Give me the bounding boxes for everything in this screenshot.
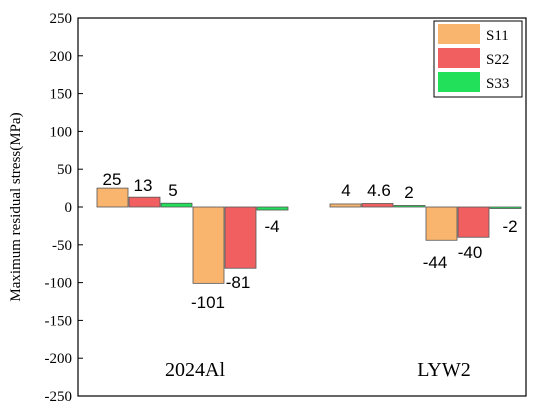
data-label: -44 <box>423 253 448 272</box>
bar-2024al-0 <box>96 187 129 208</box>
y-tick-label: -150 <box>45 313 73 329</box>
category-labels: 2024Al LYW2 <box>165 359 471 381</box>
data-label: 2 <box>404 183 413 202</box>
data-label: 13 <box>134 176 153 195</box>
y-tick-label: 100 <box>50 124 73 140</box>
legend-swatch <box>438 48 480 68</box>
category-label: LYW2 <box>417 359 471 381</box>
bar-lyw2-5 <box>489 206 522 209</box>
plot-frame <box>77 17 527 397</box>
y-tick-label: -50 <box>52 238 72 254</box>
legend-label: S11 <box>486 28 509 44</box>
y-axis-ticks: 250 200 150 100 50 0 -50 -100 -150 -200 -250 <box>45 11 83 405</box>
y-tick-label: 250 <box>50 11 73 27</box>
bar-lyw2-2 <box>393 205 426 208</box>
legend-swatch <box>438 72 480 92</box>
legend-swatch <box>438 24 480 44</box>
bar-lyw2-3 <box>425 206 458 241</box>
data-label: 4 <box>341 181 350 200</box>
data-label: -4 <box>264 217 279 236</box>
y-tick-label: -200 <box>45 351 73 367</box>
y-tick-label: -250 <box>45 389 73 405</box>
bar-lyw2-1 <box>361 203 394 208</box>
data-label: 25 <box>103 170 122 189</box>
bar-2024al-2 <box>160 202 193 208</box>
bar-2024al-4 <box>224 206 257 269</box>
y-tick-label: 200 <box>50 49 73 65</box>
legend: S11 S22 S33 <box>433 20 523 98</box>
data-labels: 25 13 5-101-81-44 4.6 2-44-40-2 <box>103 170 518 312</box>
data-label: 4.6 <box>367 181 391 200</box>
bar-2024al-5 <box>256 206 289 211</box>
legend-label: S22 <box>486 52 509 68</box>
y-tick-label: -100 <box>45 276 73 292</box>
bar-2024al-1 <box>128 196 161 208</box>
data-label: -101 <box>191 293 225 312</box>
y-tick-label: 0 <box>65 200 73 216</box>
data-label: -40 <box>458 243 483 262</box>
legend-label: S33 <box>486 76 509 92</box>
bar-lyw2-4 <box>457 206 490 238</box>
category-label: 2024Al <box>165 359 225 381</box>
bars <box>96 187 522 284</box>
y-tick-label: 150 <box>50 87 73 103</box>
bar-2024al-3 <box>192 206 225 284</box>
y-axis-title: Maximum residual stress(MPa) <box>8 112 24 301</box>
bar-lyw2-0 <box>329 203 362 208</box>
data-label: -81 <box>226 273 251 292</box>
data-label: 5 <box>168 181 177 200</box>
y-tick-label: 50 <box>57 162 72 178</box>
data-label: -2 <box>502 217 517 236</box>
